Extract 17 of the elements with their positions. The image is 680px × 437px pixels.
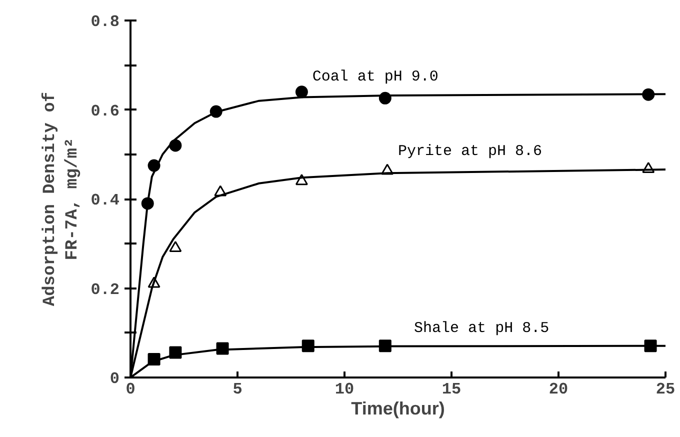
point [169, 240, 182, 252]
x-tick-label: 5 [232, 380, 242, 398]
x-tick-label: 10 [334, 380, 354, 398]
annotation: Coal at pH 9.0 [312, 68, 438, 86]
point [295, 86, 308, 98]
y-axis-title: Adsorption Density of FR-7A, mg/m² [40, 92, 83, 306]
annotation: Pyrite at pH 8.6 [398, 143, 542, 160]
x-tick-label: 0 [126, 380, 136, 398]
x-tick-label: 25 [656, 380, 676, 398]
x-axis-title: Time(hour) [351, 398, 445, 418]
x-tick-label: 15 [442, 380, 462, 398]
annotation: Shale at pH 8.5 [414, 320, 550, 337]
y-tick-label: 0.6 [90, 102, 120, 120]
y-tick-label: 0.2 [90, 280, 120, 299]
x-tick-label: 20 [548, 380, 568, 398]
y-tick-label: 0.8 [90, 13, 120, 31]
y-tick-label: 0.4 [90, 192, 120, 210]
